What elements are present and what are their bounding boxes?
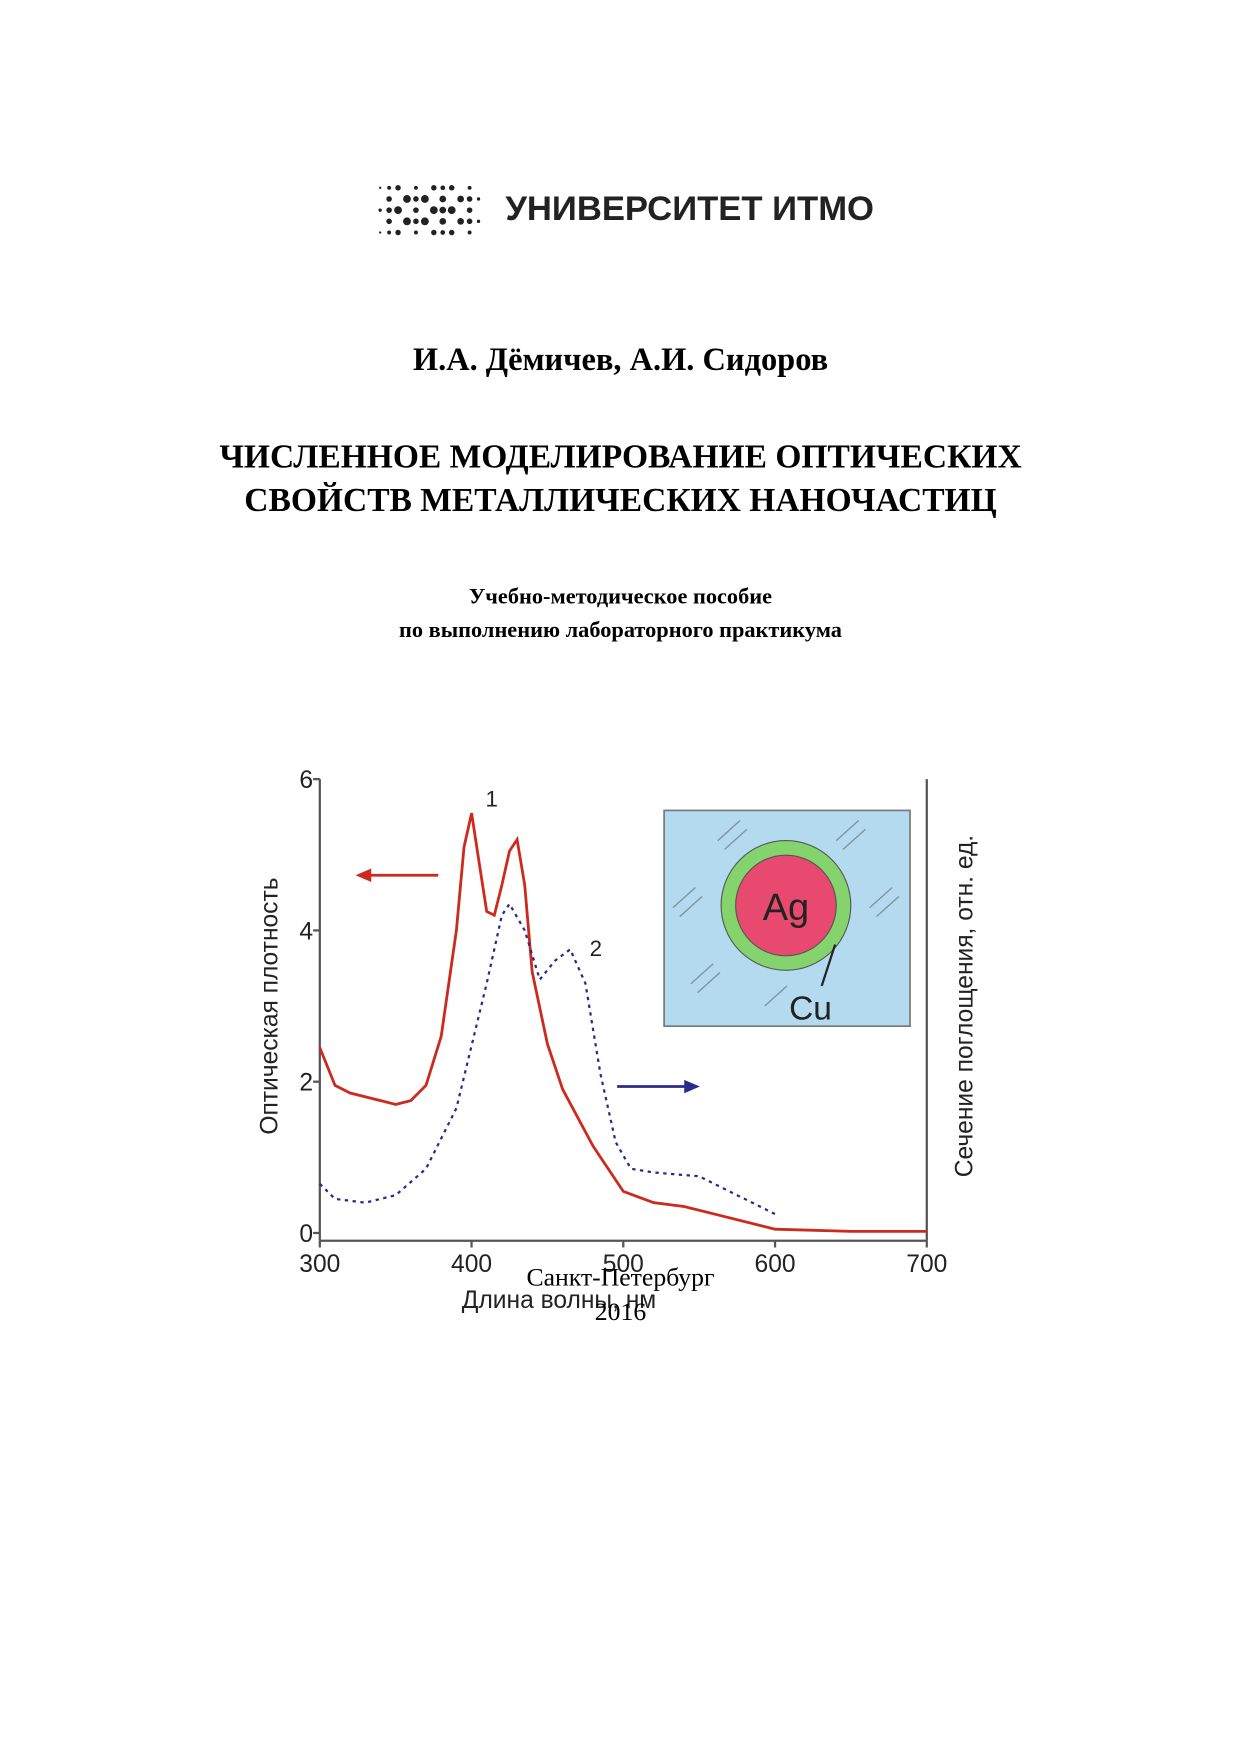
x-tick-label: 400 — [451, 1251, 492, 1278]
logo-dot — [420, 195, 429, 203]
logo-dot — [413, 185, 418, 190]
x-tick-label: 600 — [755, 1251, 796, 1278]
inset: Ag Cu — [663, 809, 911, 1027]
logo-dot — [439, 206, 447, 214]
subtitle-line: Учебно-методическое пособие — [469, 584, 772, 609]
logo-dot — [378, 208, 382, 212]
logo-dot — [447, 206, 456, 215]
logo-dot — [440, 230, 446, 235]
logo-dot — [395, 185, 401, 191]
y-tick-label: 0 — [299, 1221, 313, 1248]
y-axis-label: Оптическая плотность — [256, 877, 283, 1134]
logo-dot — [395, 229, 401, 236]
logo-dot — [439, 217, 447, 225]
glass-hatch — [672, 819, 900, 1007]
logo-dot — [467, 185, 472, 190]
core — [735, 854, 837, 957]
logo-dot — [413, 196, 419, 202]
logo-dot — [457, 195, 465, 203]
logo-dot — [378, 231, 382, 234]
title-line: ЧИСЛЕННОЕ МОДЕЛИРОВАНИЕ ОПТИЧЕСКИХ — [219, 438, 1021, 475]
series-line — [319, 901, 776, 1216]
logo-dot — [387, 185, 392, 190]
logo-dot — [378, 186, 382, 189]
logo-dot — [386, 196, 392, 202]
logo-dot — [466, 196, 473, 202]
logo-dot — [457, 217, 465, 225]
logo-dot — [476, 197, 481, 201]
logo-dot — [431, 229, 437, 236]
logo-dot — [420, 217, 429, 226]
core-label: Ag — [763, 887, 809, 929]
series-label: 1 — [485, 786, 497, 811]
leader-line — [820, 944, 837, 987]
subtitle-line: по выполнению лабораторного практикума — [399, 617, 842, 642]
logo-dot — [466, 218, 473, 225]
logo-dot — [386, 218, 392, 225]
logo-dot — [386, 207, 392, 213]
x-tick-label: 700 — [906, 1251, 947, 1278]
y-tick-label: 6 — [299, 767, 313, 794]
authors: И.А. Дёмичев, А.И. Сидоров — [413, 342, 828, 378]
logo-dot — [439, 195, 447, 203]
y-tick-label: 2 — [299, 1070, 313, 1097]
logo-dot — [394, 206, 402, 215]
title-line: СВОЙСТВ МЕТАЛЛИЧЕСКИХ НАНОЧАСТИЦ — [244, 482, 996, 519]
logo-dot — [413, 230, 418, 235]
x-tick-label: 500 — [603, 1251, 644, 1278]
logo-dot — [431, 185, 437, 191]
logo-dot — [387, 230, 392, 235]
y-tick-label: 4 — [299, 918, 313, 945]
logo-dot — [467, 230, 472, 235]
logo-dot — [448, 185, 455, 191]
logo-dot — [413, 207, 419, 213]
year: 2016 — [595, 1297, 647, 1326]
arrow-head — [684, 1079, 700, 1094]
logo-dot — [403, 195, 411, 203]
logo-dot — [466, 207, 473, 213]
shell-label: Cu — [789, 990, 832, 1027]
logo-dot — [429, 206, 438, 215]
logo-mark — [378, 185, 481, 236]
series-line — [318, 812, 927, 1233]
x-axis-label: Длина волны, нм — [462, 1287, 656, 1314]
series-label: 2 — [590, 936, 602, 961]
logo-dot — [476, 219, 481, 224]
x-tick-label: 300 — [299, 1251, 340, 1278]
logo-dot — [413, 218, 419, 225]
logo-dot — [440, 185, 446, 191]
y2-axis-label: Сечение поглощения, отн. ед. — [952, 835, 979, 1177]
chart: Длина волны, нм Оптическая плотность Сеч… — [256, 767, 978, 1314]
logo-dot — [448, 229, 455, 236]
city: Санкт-Петербург — [526, 1263, 714, 1292]
logo-text: УНИВЕРСИТЕТ ИТМО — [505, 190, 874, 228]
logo-dot — [403, 217, 411, 226]
arrow-head — [355, 868, 372, 882]
